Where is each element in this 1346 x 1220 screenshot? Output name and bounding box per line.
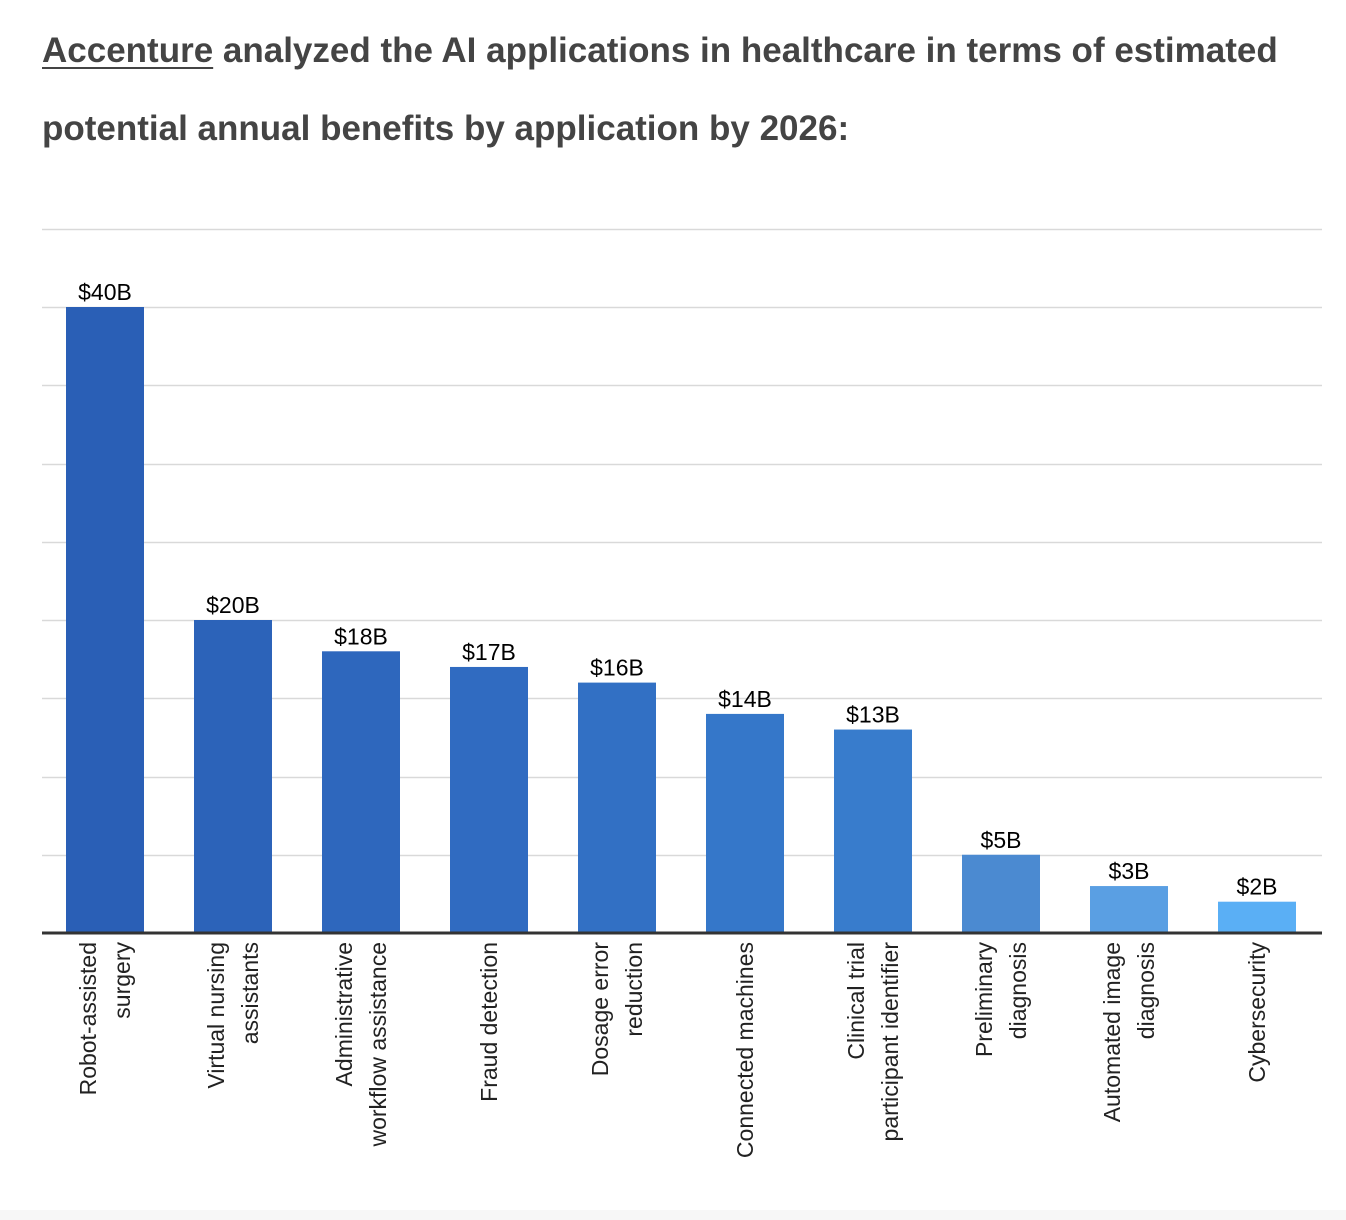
category-label-line: Robot-assisted: [75, 942, 101, 1095]
category-label-line: reduction: [621, 942, 647, 1037]
bar: [1218, 901, 1296, 933]
value-label: $14B: [718, 686, 772, 712]
value-label: $13B: [846, 702, 900, 728]
category-label-line: Virtual nursing: [203, 942, 229, 1089]
category-label-line: surgery: [109, 942, 135, 1019]
category-labels: Robot-assisted surgery Virtual nursing assi…: [75, 942, 1270, 1159]
category-label: Preliminary diagnosis: [971, 942, 1031, 1058]
value-labels: $40B $20B $18B $17B $16B $14B $13B $5B $3B $2B: [78, 279, 1277, 900]
value-label: $5B: [981, 827, 1022, 853]
category-label: Automated image diagnosis: [1099, 942, 1159, 1122]
bar: [578, 682, 656, 933]
category-label: Connected machines: [732, 942, 758, 1158]
bar: [66, 307, 144, 933]
bar: [450, 666, 528, 933]
category-label-line: Preliminary: [971, 942, 997, 1058]
bar: [706, 713, 784, 933]
category-label: Fraud detection: [476, 942, 502, 1102]
category-label: Robot-assisted surgery: [75, 942, 135, 1096]
page-heading: Accenture analyzed the AI applications i…: [42, 12, 1302, 168]
category-label: Administrative workflow assistance: [331, 942, 391, 1148]
category-label-line: Clinical trial: [843, 942, 869, 1060]
accenture-link[interactable]: Accenture: [42, 31, 214, 70]
category-label-line: workflow assistance: [365, 942, 391, 1148]
value-label: $3B: [1109, 858, 1150, 884]
category-label: Clinical trial participant identifier: [843, 942, 903, 1142]
category-label-line: Cybersecurity: [1244, 942, 1270, 1083]
bar: [834, 729, 912, 933]
category-label: Virtual nursing assistants: [203, 942, 263, 1089]
category-label-line: Dosage error: [587, 942, 613, 1077]
bar: [962, 854, 1040, 933]
value-label: $16B: [590, 655, 644, 681]
category-label-line: Automated image: [1099, 942, 1125, 1122]
category-label-line: Connected machines: [732, 942, 758, 1158]
value-label: $2B: [1237, 874, 1278, 900]
bottom-strip: [0, 1210, 1346, 1220]
category-label-line: diagnosis: [1005, 942, 1031, 1039]
bar: [1090, 886, 1168, 933]
bar: [322, 651, 400, 933]
value-label: $18B: [334, 623, 388, 649]
heading-text: analyzed the AI applications in healthca…: [42, 31, 1278, 148]
category-label-line: Fraud detection: [476, 942, 502, 1102]
value-label: $17B: [462, 639, 516, 665]
category-label-line: diagnosis: [1133, 942, 1159, 1039]
value-label: $20B: [206, 592, 260, 618]
category-label: Dosage error reduction: [587, 942, 647, 1077]
value-label: $40B: [78, 279, 132, 305]
category-label: Cybersecurity: [1244, 942, 1270, 1083]
bars: [66, 307, 1296, 933]
category-label-line: Administrative: [331, 942, 357, 1086]
bar: [194, 620, 272, 933]
category-label-line: participant identifier: [877, 942, 903, 1142]
category-label-line: assistants: [237, 942, 263, 1044]
